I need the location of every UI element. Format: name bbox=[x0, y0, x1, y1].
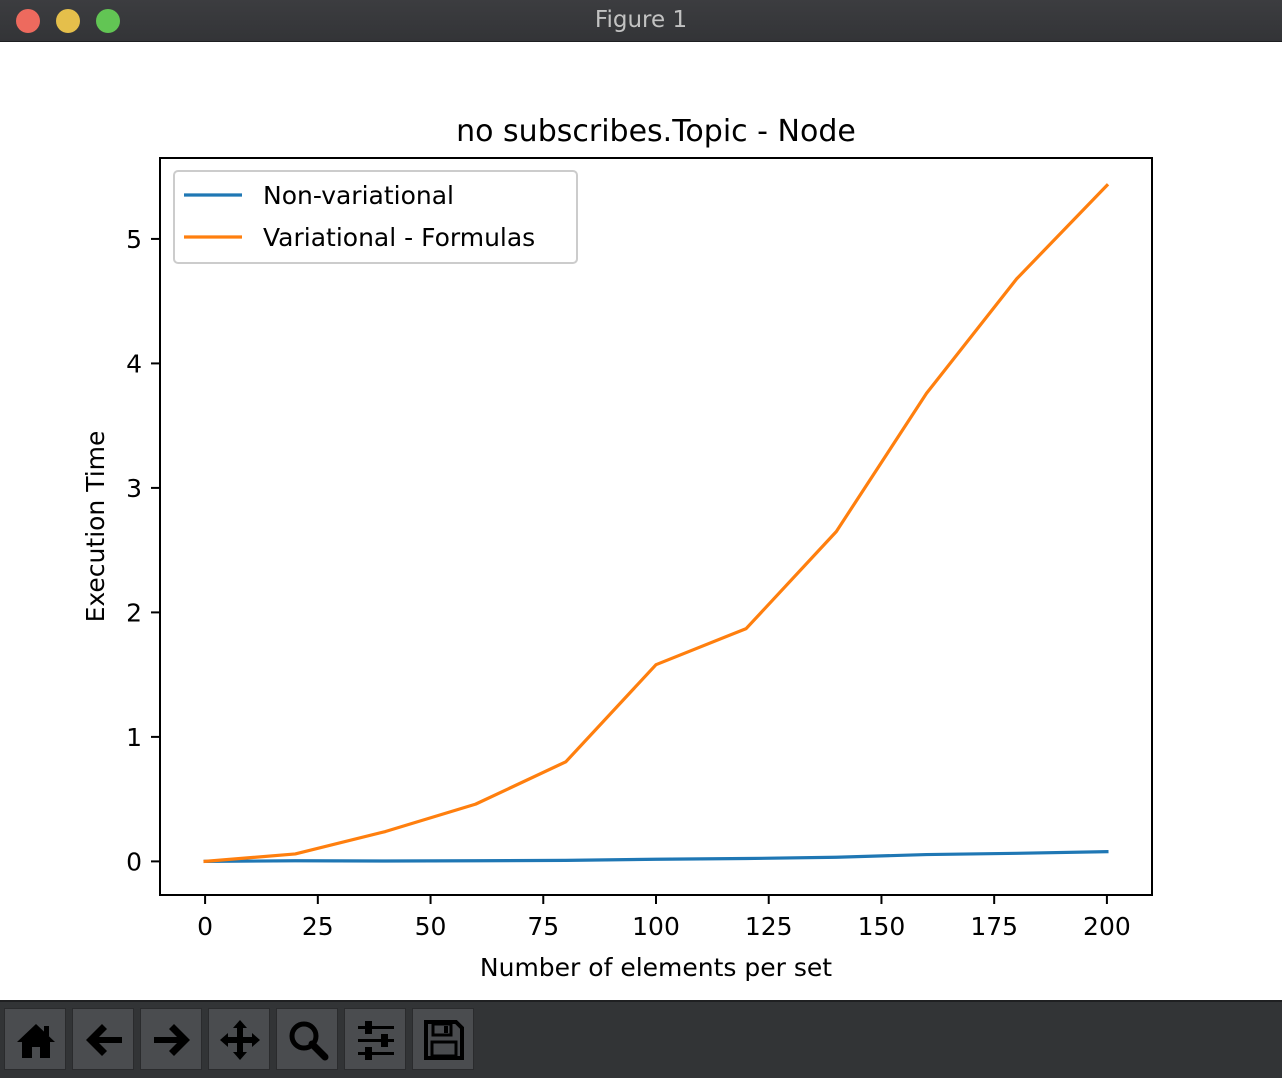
zoom-icon bbox=[289, 1021, 329, 1061]
plot-frame bbox=[159, 157, 1153, 896]
x-tick-label: 200 bbox=[1083, 912, 1131, 941]
x-axis-label: Number of elements per set bbox=[480, 953, 832, 982]
forward-button[interactable] bbox=[140, 1008, 202, 1070]
y-tick-label: 0 bbox=[126, 847, 142, 876]
back-arrow-icon bbox=[86, 1024, 122, 1056]
pan-button[interactable] bbox=[208, 1008, 270, 1070]
navigation-toolbar bbox=[0, 1000, 1282, 1078]
home-icon bbox=[17, 1024, 55, 1058]
figure-canvas: 0 25 50 75 100 125 150 175 200 0 1 2 3 4 5 no subscribe… bbox=[0, 42, 1282, 1000]
x-tick-label: 75 bbox=[527, 912, 559, 941]
legend-label-0: Non-variational bbox=[263, 181, 454, 210]
zoom-button[interactable] bbox=[276, 1008, 338, 1070]
close-window-button[interactable] bbox=[16, 9, 40, 33]
x-tick-label: 25 bbox=[302, 912, 334, 941]
legend-box bbox=[173, 170, 578, 264]
x-tick-label: 150 bbox=[858, 912, 906, 941]
x-tick-label: 0 bbox=[197, 912, 213, 941]
x-tick-label: 175 bbox=[970, 912, 1018, 941]
x-tick-label: 125 bbox=[745, 912, 793, 941]
series-line-1 bbox=[203, 183, 1110, 864]
save-icon bbox=[424, 1020, 464, 1060]
x-tick-label: 100 bbox=[632, 912, 680, 941]
back-button[interactable] bbox=[72, 1008, 134, 1070]
legend-label-1: Variational - Formulas bbox=[263, 223, 535, 252]
x-tick-label: 50 bbox=[415, 912, 447, 941]
minimize-window-button[interactable] bbox=[56, 9, 80, 33]
configure-subplots-button[interactable] bbox=[344, 1008, 406, 1070]
home-button[interactable] bbox=[4, 1008, 66, 1070]
title-bar: Figure 1 bbox=[0, 0, 1282, 42]
line-chart: 0 25 50 75 100 125 150 175 200 0 1 2 3 4 5 no subscribe… bbox=[81, 114, 1153, 982]
window-title: Figure 1 bbox=[594, 7, 688, 33]
y-tick-label: 1 bbox=[126, 723, 142, 752]
y-tick-label: 3 bbox=[126, 474, 142, 503]
sliders-icon bbox=[358, 1021, 394, 1060]
y-tick-label: 4 bbox=[126, 349, 142, 378]
pan-icon bbox=[220, 1020, 260, 1060]
forward-arrow-icon bbox=[154, 1024, 190, 1056]
chart-title: no subscribes.Topic - Node bbox=[456, 114, 856, 149]
y-tick-label: 2 bbox=[126, 598, 142, 627]
series-line-0 bbox=[203, 850, 1109, 864]
save-button[interactable] bbox=[412, 1008, 474, 1070]
y-axis-label: Execution Time bbox=[81, 431, 110, 623]
zoom-window-button[interactable] bbox=[96, 9, 120, 33]
y-tick-label: 5 bbox=[126, 225, 142, 254]
